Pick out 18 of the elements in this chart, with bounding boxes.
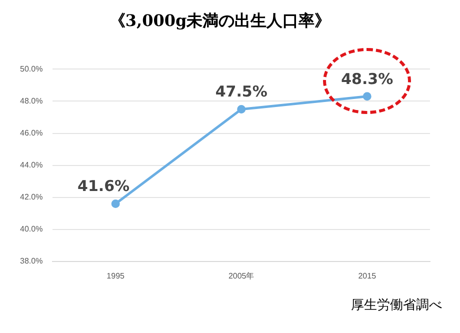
data-label: 41.6% <box>78 177 130 196</box>
y-tick-label: 44.0% <box>20 160 43 170</box>
data-label: 47.5% <box>215 82 268 101</box>
y-tick-label: 48.0% <box>20 96 43 106</box>
point <box>237 104 246 114</box>
data-label: 48.3% <box>341 70 394 88</box>
y-tick-label: 42.0% <box>20 192 43 202</box>
text: 厚生労働省調べ <box>351 297 442 314</box>
y-tick-label: 38.0% <box>20 256 43 266</box>
chart-title: 《3,000g未満の出生人口率》 <box>109 10 331 30</box>
x-tick-label: 2015 <box>358 271 377 280</box>
y-tick-label: 40.0% <box>20 224 43 234</box>
point <box>362 92 372 101</box>
y-tick-label: 50.0% <box>20 64 43 74</box>
point <box>111 199 120 208</box>
x-tick-label: 1995 <box>106 271 126 280</box>
x-tick-label: 2005年 <box>228 271 254 280</box>
y-tick-label: 46.0% <box>20 128 43 138</box>
